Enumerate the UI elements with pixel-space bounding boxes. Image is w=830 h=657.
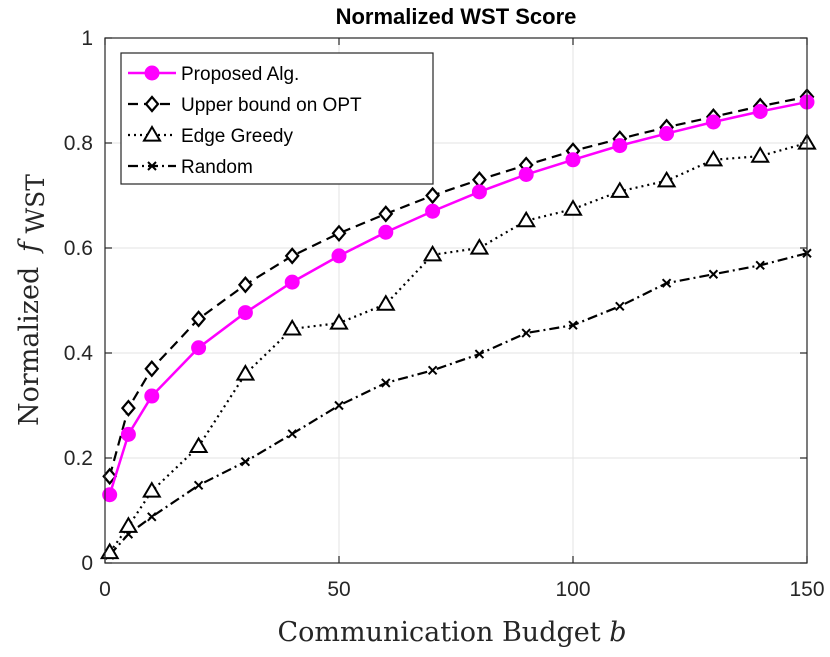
plot-frame — [104, 37, 808, 564]
data-point-random — [427, 365, 438, 376]
data-point-edge-greedy — [469, 238, 490, 255]
data-point-random — [474, 349, 485, 359]
y-tick-label: 0.6 — [64, 237, 93, 260]
data-point-upper-bound — [237, 276, 253, 294]
legend-label-random: Random — [181, 157, 253, 178]
data-point-edge-greedy — [750, 146, 770, 163]
x-tick-label: 100 — [555, 578, 590, 601]
data-point-edge-greedy — [329, 313, 349, 330]
data-point-random — [521, 328, 531, 338]
data-point-edge-greedy — [703, 149, 724, 167]
data-point-proposed — [284, 274, 300, 290]
data-point-random — [147, 512, 157, 522]
legend-label-proposed: Proposed Alg. — [181, 64, 299, 85]
legend-box — [120, 52, 434, 185]
data-point-proposed — [237, 305, 253, 321]
legend-marker-edge-greedy — [142, 125, 162, 142]
data-point-upper-bound — [425, 186, 441, 205]
data-point-proposed — [659, 126, 675, 142]
data-point-upper-bound — [144, 360, 160, 378]
series-edge-greedy — [99, 133, 817, 560]
legend-samples — [128, 65, 176, 171]
data-point-proposed — [144, 388, 160, 404]
data-point-proposed — [518, 167, 534, 182]
series-proposed — [102, 94, 815, 503]
data-point-random — [240, 456, 251, 467]
data-point-upper-bound — [102, 467, 118, 486]
tick-layer: 0 50 100 150 0 0.2 0.4 0.6 0.8 1 — [64, 27, 825, 601]
data-point-proposed — [471, 184, 487, 200]
data-point-random — [381, 378, 391, 388]
series-layer — [99, 88, 817, 560]
data-point-random — [193, 480, 204, 491]
x-axis-label: Communication Budget b — [278, 617, 627, 648]
y-axis-label-sub: WST — [21, 174, 50, 234]
data-point-edge-greedy — [235, 364, 256, 381]
data-point-edge-greedy — [118, 516, 139, 533]
legend: Proposed Alg. Upper bound on OPT Edge Gr… — [120, 52, 434, 185]
y-tick-label: 0.8 — [64, 132, 93, 155]
data-point-proposed — [752, 104, 768, 119]
data-point-edge-greedy — [188, 436, 209, 454]
data-point-edge-greedy — [422, 244, 443, 262]
legend-marker-upper-bound — [144, 95, 160, 113]
data-point-edge-greedy — [99, 542, 120, 560]
x-tick-label: 150 — [789, 578, 824, 601]
data-point-random — [568, 320, 578, 330]
y-tick-label: 0 — [81, 552, 93, 575]
data-point-edge-greedy — [376, 294, 396, 311]
x-tick-label: 0 — [99, 578, 111, 601]
data-point-random — [287, 429, 297, 439]
data-point-upper-bound — [191, 310, 207, 328]
data-point-random — [755, 260, 765, 271]
y-tick-label: 0.4 — [64, 342, 94, 365]
y-axis-label-text: Normalized — [14, 267, 45, 426]
data-point-edge-greedy — [142, 481, 162, 498]
data-point-edge-greedy — [282, 318, 302, 336]
data-point-upper-bound — [331, 224, 347, 242]
legend-label-upper-bound: Upper bound on OPT — [181, 95, 362, 116]
data-point-random — [615, 301, 625, 311]
legend-label-edge-greedy: Edge Greedy — [181, 126, 293, 147]
data-point-upper-bound — [284, 247, 300, 265]
data-point-proposed — [120, 426, 136, 442]
data-point-proposed — [705, 114, 721, 130]
data-point-random — [661, 278, 672, 288]
data-point-random — [708, 269, 719, 279]
data-point-proposed — [191, 340, 207, 356]
y-axis-label-var: f — [14, 238, 45, 254]
legend-marker-proposed — [144, 65, 160, 81]
y-tick-label: 1 — [81, 27, 93, 50]
y-tick-label: 0.2 — [64, 447, 93, 470]
data-point-upper-bound — [378, 205, 394, 223]
legend-marker-random — [147, 161, 157, 171]
data-point-proposed — [331, 248, 347, 264]
data-point-proposed — [102, 487, 118, 503]
x-axis-label-var: b — [609, 617, 626, 648]
data-point-proposed — [565, 152, 581, 168]
data-point-edge-greedy — [656, 170, 677, 188]
data-point-edge-greedy — [563, 199, 583, 216]
x-tick-label: 50 — [327, 578, 350, 601]
data-point-proposed — [378, 224, 394, 240]
data-point-proposed — [612, 138, 628, 154]
chart-title: Normalized WST Score — [336, 4, 577, 29]
y-axis-label: Normalized f WST — [14, 174, 50, 426]
data-point-edge-greedy — [516, 210, 536, 228]
x-axis-label-text: Communication Budget — [278, 617, 601, 648]
data-point-upper-bound — [120, 399, 136, 417]
data-point-proposed — [425, 203, 441, 219]
data-point-random — [334, 400, 344, 411]
data-point-edge-greedy — [610, 181, 630, 198]
